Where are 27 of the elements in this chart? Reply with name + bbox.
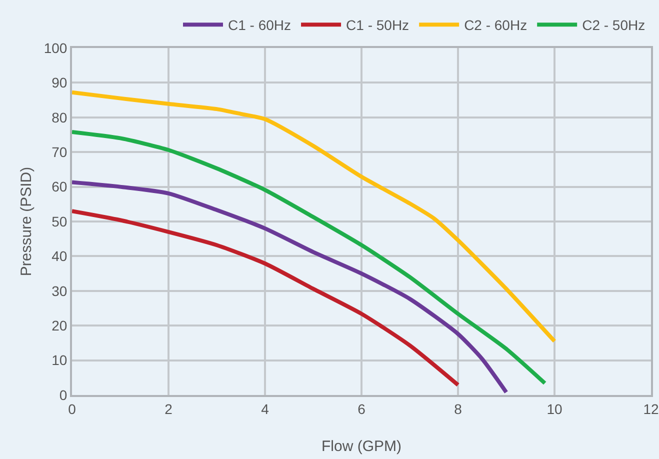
x-tick-label: 4 xyxy=(261,400,270,417)
y-axis-title: Pressure (PSID) xyxy=(18,166,35,276)
y-tick-label: 60 xyxy=(52,178,68,195)
line-series xyxy=(72,90,556,344)
legend-label: C2 - 60Hz xyxy=(464,17,528,34)
y-tick-label: 50 xyxy=(52,213,68,230)
x-tick-label: 6 xyxy=(358,400,366,417)
line-series xyxy=(72,209,460,387)
y-tick-label: 30 xyxy=(52,282,68,299)
line-series xyxy=(72,180,508,394)
y-tick-label: 40 xyxy=(52,248,68,264)
y-tick-label: 90 xyxy=(52,74,68,91)
x-tick-label: 2 xyxy=(164,400,173,417)
y-tick-label: 10 xyxy=(52,352,68,368)
x-tick-label: 12 xyxy=(643,400,659,417)
legend-label: C2 - 50Hz xyxy=(582,17,646,34)
x-axis-title: Flow (GPM) xyxy=(322,438,402,455)
x-tick-label: 8 xyxy=(454,400,462,417)
y-tick-label: 100 xyxy=(44,40,68,56)
y-tick-label: 70 xyxy=(52,144,68,160)
x-tick-label: 10 xyxy=(546,400,562,417)
y-tick-label: 20 xyxy=(52,318,68,334)
y-tick-label: 0 xyxy=(59,386,68,403)
line-series xyxy=(72,130,547,386)
legend-label: C1 - 60Hz xyxy=(228,17,292,34)
legend-label: C1 - 50Hz xyxy=(346,17,410,34)
y-tick-label: 80 xyxy=(52,109,68,126)
